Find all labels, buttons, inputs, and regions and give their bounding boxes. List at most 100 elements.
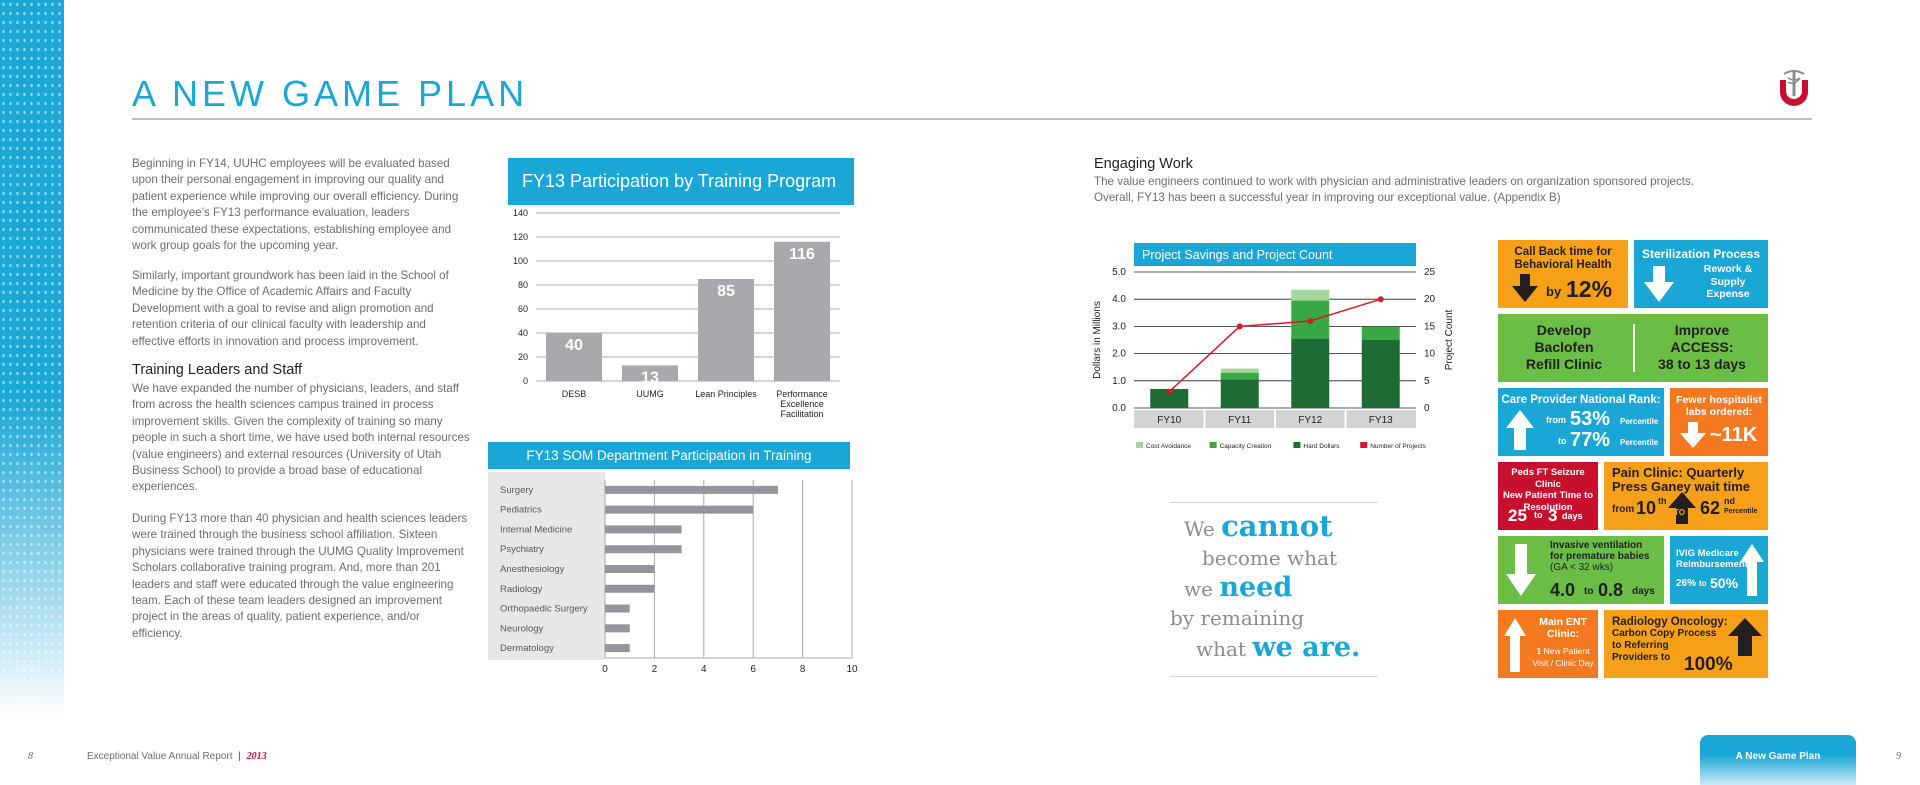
bar xyxy=(774,241,830,381)
data-label: 116 xyxy=(789,246,815,263)
tile-hospitalist-labs: Fewer hospitalist labs ordered: ~11K xyxy=(1670,388,1768,456)
savings-combo-chart: 0.0 1.0 2.0 3.0 4.0 5.0 0 5 10 15 20 25 Dollars in M… xyxy=(1092,267,1455,450)
bar-segment xyxy=(1220,379,1259,408)
y-tick-label: 2.0 xyxy=(1112,349,1126,360)
data-label: 40 xyxy=(565,337,583,354)
tile-text: (GA < 32 wks) xyxy=(1550,562,1614,573)
tile-text: to xyxy=(1534,510,1543,520)
tile-text: Reimbursement xyxy=(1676,559,1748,570)
y-tick-label: 80 xyxy=(518,280,528,290)
y-axis-label: Dollars in Millions xyxy=(1092,301,1103,379)
participation-bar-chart: 0 20 40 60 80 100 120 140 40 DESB 13 UUMG 85 Lean Pri… xyxy=(513,208,840,419)
footer-year: 2013 xyxy=(246,751,267,762)
tile-value: 12% xyxy=(1566,276,1613,302)
tile-text: to xyxy=(1558,436,1567,446)
som-paragraph: Similarly, important groundwork has been… xyxy=(132,269,449,348)
y2-tick-label: 5 xyxy=(1424,376,1430,387)
arrow-up-icon xyxy=(1668,492,1696,524)
tile-text: from xyxy=(1612,504,1635,515)
y2-axis-label: Project Count xyxy=(1444,309,1455,370)
legend-swatch xyxy=(1136,442,1143,448)
y2-tick-label: 25 xyxy=(1424,267,1436,278)
bar-segment xyxy=(1291,338,1330,408)
tile-sterilization: Sterilization Process Rework & Supply Ex… xyxy=(1634,240,1768,308)
tile-text: by xyxy=(1546,284,1562,299)
chart2-title: FY13 SOM Department Participation in Tra… xyxy=(488,442,850,469)
y-tick-label: Orthopaedic Surgery xyxy=(500,604,588,615)
tile-value: 100% xyxy=(1684,654,1733,675)
department-bar-chart: 0 2 4 6 8 10 Surgery Pediatrics Internal Medicin… xyxy=(488,472,858,675)
arrow-up-icon xyxy=(1740,544,1764,596)
tile-text: Care Provider National Rank: xyxy=(1501,394,1661,406)
engaging-paragraph: The value engineers continued to work wi… xyxy=(1094,175,1694,205)
quote-highlight: need xyxy=(1219,572,1293,603)
tile-text: nd xyxy=(1724,496,1735,506)
university-logo xyxy=(1780,70,1808,106)
tile-text: th xyxy=(1658,496,1667,506)
line-point xyxy=(1236,323,1243,330)
arrow-down-icon xyxy=(1512,274,1538,302)
bar-segment xyxy=(1220,368,1259,373)
bar-segment xyxy=(1361,326,1400,340)
bar xyxy=(605,485,778,494)
page-number-right: 9 xyxy=(1896,751,1901,762)
y-tick-label: 0.0 xyxy=(1112,403,1126,414)
tile-text: days xyxy=(1632,586,1655,597)
tile-text: Clinic: xyxy=(1546,628,1580,640)
y-tick-label: 40 xyxy=(518,328,528,338)
tile-text: Peds FT Seizure Clinic xyxy=(1511,467,1585,490)
x-tick-label: 0 xyxy=(602,664,608,675)
x-tick-label: 4 xyxy=(701,664,707,675)
tile-text: Radiology Oncology: xyxy=(1612,616,1728,628)
quote-word: we xyxy=(1184,577,1213,601)
tile-text: Resolution xyxy=(1523,501,1573,513)
quote-rule-top xyxy=(1170,502,1378,503)
bar-segment xyxy=(1220,372,1259,380)
y2-tick-label: 15 xyxy=(1424,321,1436,332)
tile-text: Carbon Copy Process xyxy=(1612,628,1717,639)
bar xyxy=(605,545,682,554)
tile-text: Supply xyxy=(1710,275,1746,288)
x-tick-label: UUMG xyxy=(636,389,664,399)
y-tick-label: 140 xyxy=(513,208,528,218)
tile-value: 4.0 xyxy=(1550,580,1576,600)
tile-text: Rework & xyxy=(1703,263,1753,275)
tile-text: ACCESS: xyxy=(1670,339,1734,355)
tile-text: IVIG Medicare xyxy=(1676,548,1739,559)
tile-text: Pain Clinic: Quarterly xyxy=(1612,465,1745,480)
tile-value: 10 xyxy=(1636,498,1657,518)
bar xyxy=(605,624,630,633)
legend-swatch xyxy=(1209,442,1217,448)
quote-highlight: we are. xyxy=(1252,632,1361,663)
x-tick-label: FY11 xyxy=(1228,415,1252,426)
x-tick-label: 8 xyxy=(800,664,806,675)
tile-text: New Patient Time to xyxy=(1502,490,1594,501)
quote-line: by remaining xyxy=(1170,606,1305,630)
footer-section-tab[interactable]: A New Game Plan xyxy=(1700,735,1856,785)
y-tick-label: 3.0 xyxy=(1112,321,1126,332)
data-label: 85 xyxy=(717,283,735,300)
tile-value: 25 xyxy=(1508,506,1527,525)
tile-pain-clinic: Pain Clinic: Quarterly Press Ganey wait … xyxy=(1604,462,1768,530)
legend-label: Hard Dollars xyxy=(1303,443,1340,450)
tile-value: ~11K xyxy=(1710,424,1758,446)
tile-value: 77% xyxy=(1570,429,1611,451)
tile-text: Invasive ventilation xyxy=(1550,540,1643,551)
tile-baclofen-access: Develop Baclofen Refill Clinic Improve A… xyxy=(1498,314,1768,382)
x-tick-label: Performance xyxy=(776,389,828,399)
tile-text: Percentile xyxy=(1724,508,1758,515)
training-heading: Training Leaders and Staff xyxy=(132,362,303,378)
y-tick-label: 5.0 xyxy=(1112,267,1126,278)
tile-text: Expense xyxy=(1706,288,1750,300)
y-tick-label: Neurology xyxy=(500,623,544,634)
bar xyxy=(605,644,630,653)
quote-word: what xyxy=(1196,637,1246,661)
tile-value: 1 xyxy=(1536,646,1542,656)
arrow-up-icon xyxy=(1728,618,1762,656)
tile-text: Percentile xyxy=(1620,438,1659,447)
bar-segment xyxy=(1150,388,1189,408)
decorative-dots xyxy=(0,0,64,720)
footer-report: Exceptional Value Annual Report | 2013 xyxy=(87,751,267,762)
y2-tick-label: 20 xyxy=(1424,294,1436,305)
title-rule xyxy=(132,118,1812,120)
